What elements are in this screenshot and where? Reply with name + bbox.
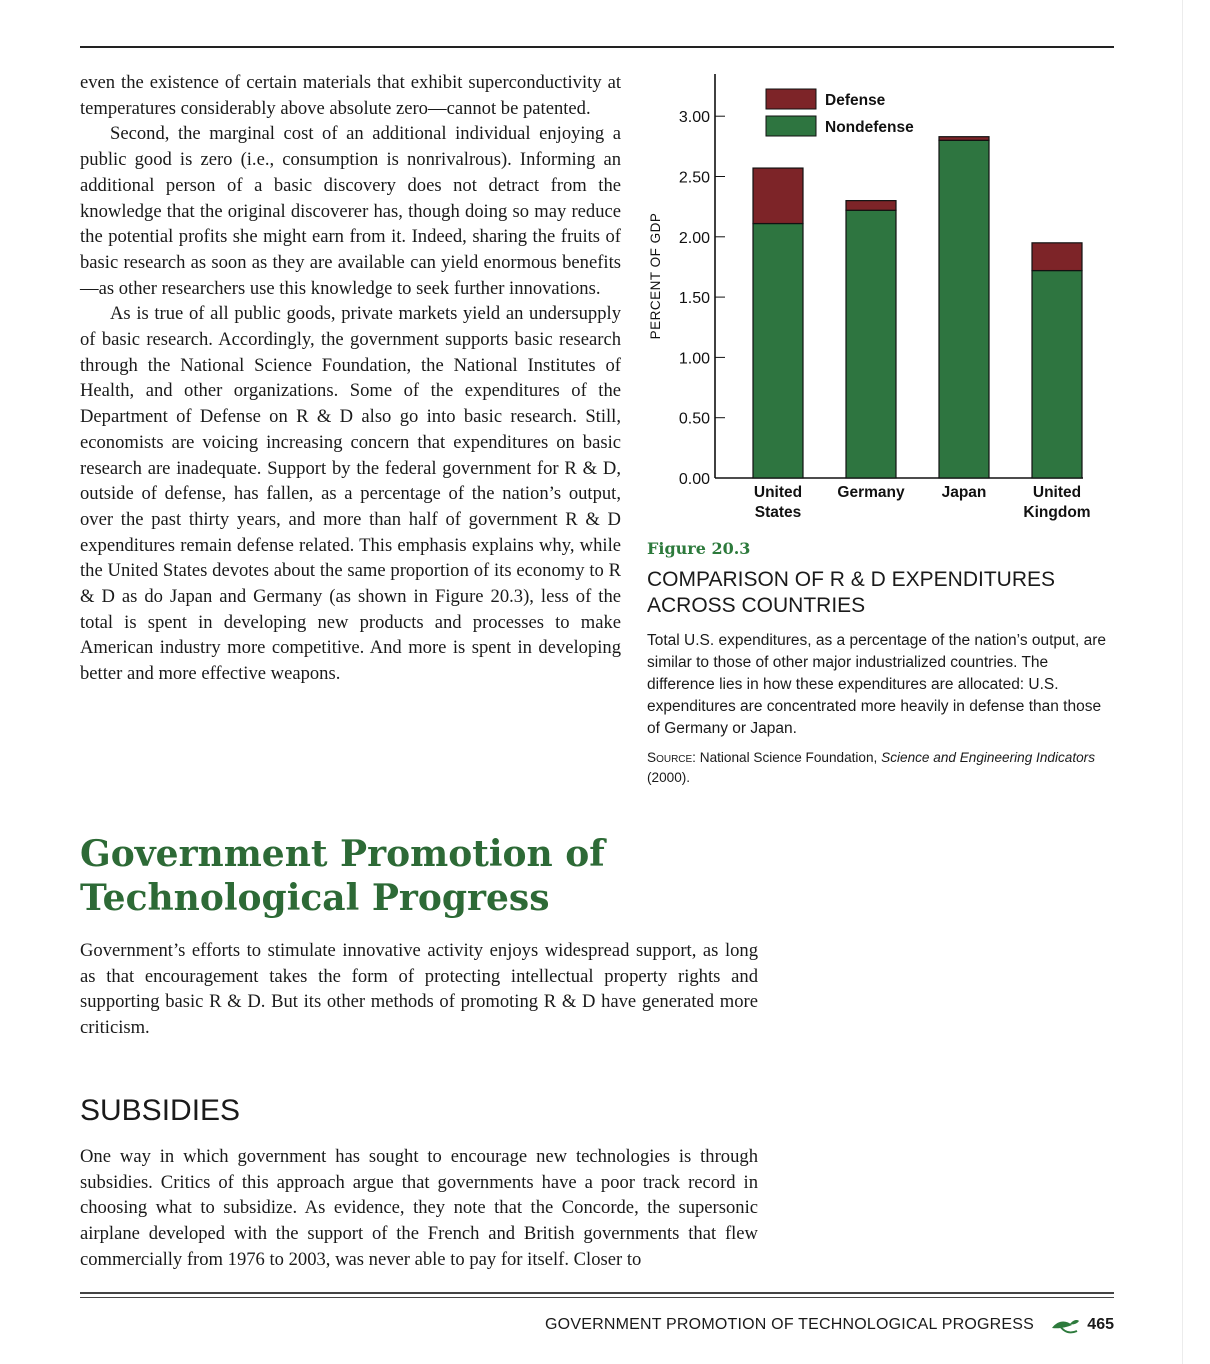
x-tick-label-1-0: Germany [837, 484, 905, 501]
body-paragraph-2: Second, the marginal cost of an addition… [80, 123, 621, 299]
legend-label-nondefense: Nondefense [825, 119, 914, 136]
y-tick-label-2: 1.00 [679, 350, 710, 367]
figure-source: Source: National Science Foundation, Sci… [647, 748, 1107, 788]
legend-swatch-defense [765, 88, 817, 110]
body-paragraph-3: As is true of all public goods, private … [80, 303, 621, 685]
y-tick-label-0: 0.00 [679, 471, 710, 488]
x-tick-label-0-1: States [755, 504, 802, 521]
source-title: Science and Engineering Indicators [881, 750, 1095, 765]
bar-nondefense-1 [845, 209, 897, 479]
y-tick-label-4: 2.00 [679, 230, 710, 247]
rd-expenditure-chart: 0.00 0.50 1.00 1.50 2.00 2.50 3.00 PERCENT OF G… [648, 74, 1091, 521]
subsection-heading: SUBSIDIES [80, 1094, 241, 1127]
y-tick-label-3: 1.50 [679, 290, 710, 307]
figure-caption: Total U.S. expenditures, as a percentage… [647, 632, 1106, 737]
section-heading-line-1: Government Promotion of [80, 833, 605, 875]
bar-nondefense-0 [752, 222, 804, 479]
section-heading: Government Promotion of Technological Pro… [80, 832, 780, 920]
page-edge [1182, 0, 1183, 1364]
section-paragraph: Government’s efforts to stimulate innova… [80, 940, 758, 1039]
section-heading-line-2: Technological Progress [80, 877, 550, 919]
running-footer: GOVERNMENT PROMOTION OF TECHNOLOGICAL PR… [545, 1316, 1034, 1333]
x-tick-label-0-0: United [754, 484, 802, 501]
legend-label-defense: Defense [825, 92, 886, 109]
source-org: National Science Foundation, [695, 750, 882, 765]
bottom-rule-thin [80, 1297, 1114, 1298]
source-lead: Source: [647, 750, 696, 765]
y-axis-label: PERCENT OF GDP [648, 213, 663, 340]
y-tick-label-6: 3.00 [679, 109, 710, 126]
bottom-rule [80, 1292, 1114, 1294]
bar-nondefense-2 [938, 139, 990, 479]
bar-defense-2 [938, 136, 990, 141]
y-tick-label-5: 2.50 [679, 170, 710, 187]
top-rule [80, 46, 1114, 48]
bar-defense-3 [1031, 242, 1083, 272]
y-tick-label-1: 0.50 [679, 411, 710, 428]
body-paragraph-1: even the existence of certain materials … [80, 72, 621, 119]
subsection-paragraph: One way in which government has sought t… [80, 1146, 758, 1270]
body-column: even the existence of certain materials … [80, 70, 621, 687]
figure-title: COMPARISON OF R & D EXPENDITURES ACROSS … [647, 568, 1055, 617]
bar-defense-1 [845, 200, 897, 211]
x-tick-label-3-1: Kingdom [1023, 504, 1090, 521]
figure-label: Figure 20.3 [647, 539, 751, 558]
bar-defense-0 [752, 167, 804, 225]
sprout-icon [1052, 1320, 1079, 1334]
page-number: 465 [1087, 1316, 1114, 1333]
bar-nondefense-3 [1031, 269, 1083, 479]
source-year: (2000). [647, 770, 691, 785]
x-tick-label-2-0: Japan [942, 484, 987, 501]
x-tick-label-3-0: United [1033, 484, 1081, 501]
legend-swatch-nondefense [765, 115, 817, 137]
